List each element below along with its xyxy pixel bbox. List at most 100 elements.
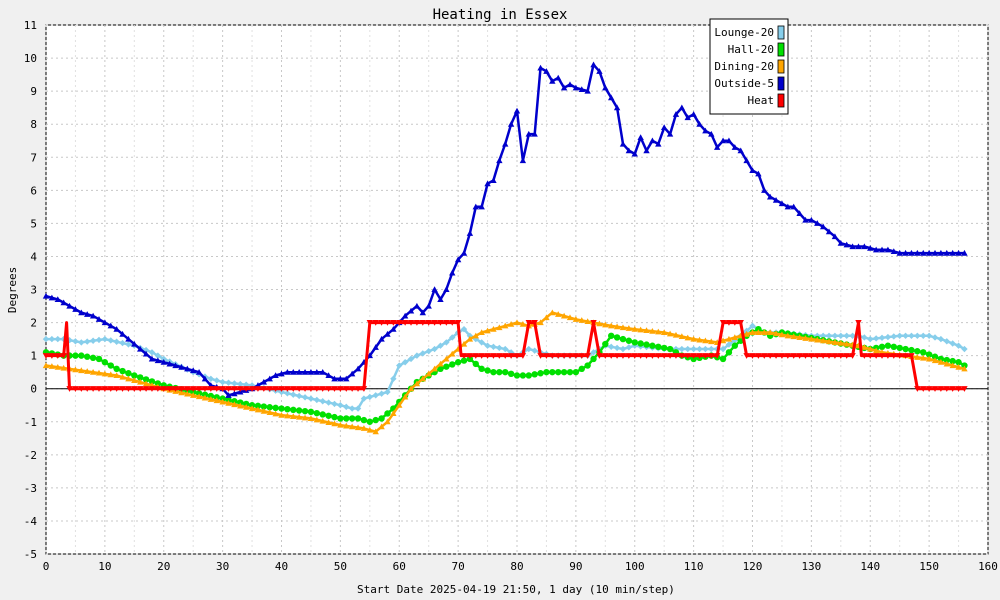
point-dining-20 bbox=[519, 321, 527, 327]
point-dining-20 bbox=[802, 335, 809, 341]
point-outside-5 bbox=[731, 144, 739, 150]
point-dining-20 bbox=[290, 413, 297, 420]
point-outside-5 bbox=[466, 230, 474, 236]
point-dining-20 bbox=[431, 365, 438, 372]
point-outside-5 bbox=[449, 269, 456, 276]
point-heat bbox=[584, 353, 591, 359]
point-heat bbox=[802, 353, 809, 359]
point-outside-5 bbox=[343, 375, 350, 382]
point-heat bbox=[861, 353, 868, 359]
point-lounge-20 bbox=[484, 342, 491, 349]
point-lounge-20 bbox=[690, 345, 697, 353]
point-outside-5 bbox=[107, 322, 114, 329]
point-outside-5 bbox=[819, 223, 827, 230]
point-hall-20 bbox=[666, 345, 674, 353]
x-axis-label: Start Date 2025-04-19 21:50, 1 day (10 m… bbox=[357, 583, 675, 596]
point-heat bbox=[749, 353, 756, 359]
point-hall-20 bbox=[755, 325, 762, 333]
point-outside-5 bbox=[519, 157, 527, 164]
point-dining-20 bbox=[360, 425, 368, 431]
point-hall-20 bbox=[231, 398, 238, 405]
point-outside-5 bbox=[655, 140, 662, 147]
point-outside-5 bbox=[390, 325, 397, 332]
point-dining-20 bbox=[613, 323, 621, 330]
point-heat bbox=[572, 353, 580, 359]
point-dining-20 bbox=[425, 370, 432, 377]
point-outside-5 bbox=[119, 330, 126, 337]
point-dining-20 bbox=[272, 410, 279, 417]
point-dining-20 bbox=[443, 355, 450, 362]
point-hall-20 bbox=[125, 370, 132, 377]
point-dining-20 bbox=[295, 413, 303, 420]
point-lounge-20 bbox=[48, 335, 56, 343]
point-outside-5 bbox=[178, 363, 185, 370]
point-outside-5 bbox=[290, 368, 297, 375]
point-lounge-20 bbox=[625, 344, 633, 351]
point-dining-20 bbox=[560, 312, 568, 319]
point-lounge-20 bbox=[708, 345, 715, 353]
point-hall-20 bbox=[507, 370, 515, 378]
point-heat bbox=[431, 320, 438, 326]
point-dining-20 bbox=[372, 428, 379, 435]
point-dining-20 bbox=[195, 393, 203, 400]
point-dining-20 bbox=[142, 380, 150, 387]
point-lounge-20 bbox=[207, 375, 215, 382]
point-lounge-20 bbox=[902, 332, 909, 339]
legend-label-heat: Heat bbox=[748, 94, 775, 107]
point-hall-20 bbox=[454, 359, 462, 366]
point-dining-20 bbox=[478, 329, 485, 336]
point-dining-20 bbox=[684, 334, 691, 341]
point-dining-20 bbox=[137, 378, 144, 385]
point-lounge-20 bbox=[496, 344, 503, 352]
point-hall-20 bbox=[354, 415, 362, 422]
point-outside-5 bbox=[925, 249, 933, 256]
point-outside-5 bbox=[631, 150, 638, 157]
point-heat bbox=[89, 386, 97, 392]
point-dining-20 bbox=[384, 418, 391, 425]
point-outside-5 bbox=[602, 84, 609, 91]
point-lounge-20 bbox=[908, 332, 915, 339]
point-lounge-20 bbox=[378, 390, 385, 397]
y-tick-label: 0 bbox=[30, 383, 37, 396]
point-outside-5 bbox=[166, 360, 173, 367]
x-tick-label: 60 bbox=[393, 560, 406, 573]
point-heat bbox=[708, 353, 715, 359]
y-tick-label: -4 bbox=[24, 515, 38, 528]
point-outside-5 bbox=[796, 210, 803, 217]
point-lounge-20 bbox=[213, 377, 220, 384]
point-lounge-20 bbox=[861, 334, 868, 341]
point-lounge-20 bbox=[914, 332, 921, 339]
point-heat bbox=[166, 386, 173, 392]
point-heat bbox=[637, 353, 644, 359]
point-lounge-20 bbox=[396, 362, 403, 369]
point-outside-5 bbox=[772, 197, 780, 203]
point-dining-20 bbox=[843, 340, 850, 347]
point-heat bbox=[625, 353, 633, 359]
point-hall-20 bbox=[896, 344, 903, 352]
point-outside-5 bbox=[325, 372, 332, 379]
point-heat bbox=[354, 386, 362, 392]
point-dining-20 bbox=[949, 362, 956, 369]
point-dining-20 bbox=[248, 405, 256, 412]
point-lounge-20 bbox=[460, 325, 468, 333]
point-lounge-20 bbox=[431, 345, 438, 353]
point-hall-20 bbox=[219, 395, 226, 402]
point-lounge-20 bbox=[961, 345, 968, 353]
point-lounge-20 bbox=[101, 335, 109, 343]
point-heat bbox=[955, 386, 962, 392]
point-lounge-20 bbox=[148, 349, 156, 356]
point-dining-20 bbox=[125, 375, 132, 382]
y-tick-label: -3 bbox=[24, 482, 37, 495]
point-heat bbox=[295, 386, 303, 392]
point-hall-20 bbox=[578, 365, 585, 373]
point-lounge-20 bbox=[719, 345, 727, 353]
point-lounge-20 bbox=[896, 332, 903, 339]
point-outside-5 bbox=[702, 127, 709, 134]
point-dining-20 bbox=[107, 371, 114, 378]
point-dining-20 bbox=[578, 317, 585, 323]
point-heat bbox=[113, 386, 120, 392]
point-hall-20 bbox=[189, 388, 197, 396]
point-heat bbox=[878, 353, 886, 359]
point-heat bbox=[54, 353, 61, 359]
point-dining-20 bbox=[343, 422, 350, 429]
